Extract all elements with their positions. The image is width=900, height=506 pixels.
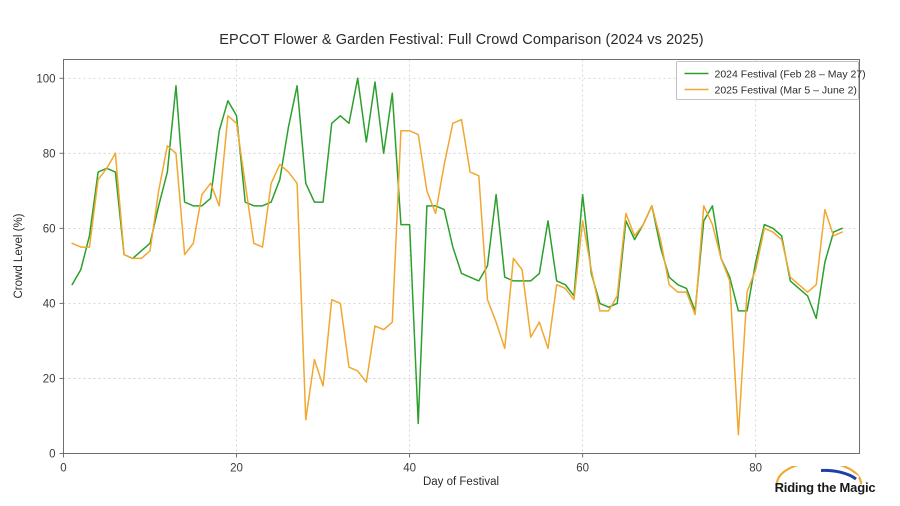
svg-text:0: 0 (49, 449, 55, 461)
svg-text:60: 60 (43, 223, 56, 235)
legend-label-1: 2025 Festival (Mar 5 – June 2) (715, 85, 857, 97)
svg-text:0: 0 (60, 463, 66, 475)
svg-text:40: 40 (43, 298, 56, 310)
watermark-text: Riding the Magic (774, 480, 876, 495)
svg-text:80: 80 (749, 463, 762, 475)
x-axis-label: Day of Festival (423, 476, 499, 488)
svg-text:20: 20 (43, 373, 56, 385)
axis-ticks: 0 20 40 60 80 100 0 20 40 60 80 (36, 73, 762, 474)
legend-label-0: 2024 Festival (Feb 28 – May 27) (715, 69, 866, 81)
svg-text:60: 60 (576, 463, 589, 475)
y-axis-label: Crowd Level (%) (13, 213, 25, 298)
svg-text:40: 40 (403, 463, 416, 475)
chart-title: EPCOT Flower & Garden Festival: Full Cro… (219, 32, 704, 48)
chart-legend[interactable]: 2024 Festival (Feb 28 – May 27) 2025 Fest… (676, 61, 866, 100)
series-line-1 (71, 115, 843, 436)
svg-text:20: 20 (230, 463, 243, 475)
svg-text:80: 80 (43, 148, 56, 160)
svg-text:100: 100 (36, 73, 55, 85)
watermark: Riding the Magic (757, 460, 893, 500)
data-series (71, 77, 843, 436)
axis-titles: Day of Festival Crowd Level (%) (13, 213, 499, 488)
plot-axes (63, 59, 860, 454)
